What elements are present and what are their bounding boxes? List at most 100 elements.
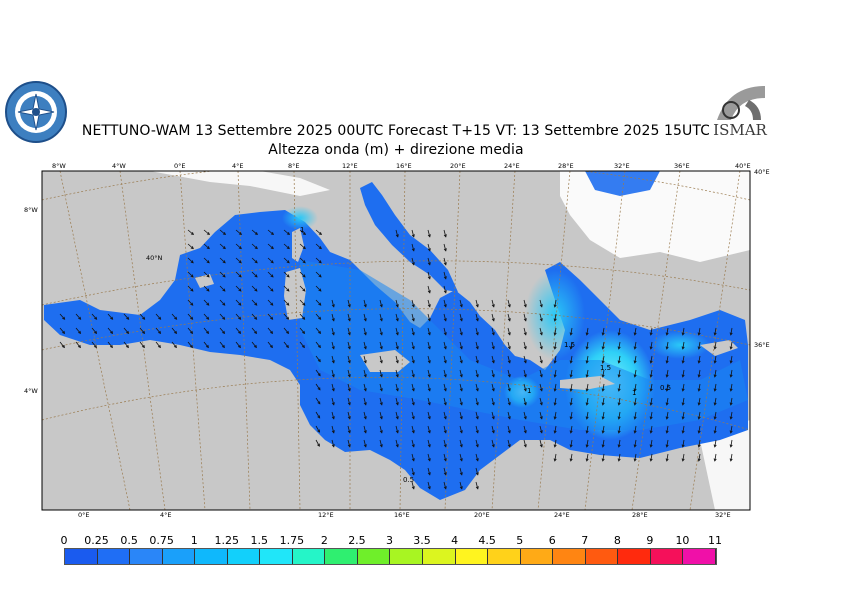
direction-arrow <box>491 411 495 419</box>
direction-arrow <box>315 299 322 306</box>
bottom-tick: 4°E <box>160 511 172 519</box>
direction-arrow <box>634 439 637 447</box>
direction-arrowhead <box>411 346 415 350</box>
direction-arrow <box>171 341 177 348</box>
direction-arrow <box>443 341 447 349</box>
direction-arrowhead <box>173 344 177 349</box>
direction-arrowhead <box>569 374 573 378</box>
direction-arrow <box>443 299 447 307</box>
direction-arrow <box>443 481 447 489</box>
direction-arrowhead <box>443 374 447 378</box>
direction-arrowhead <box>553 332 557 336</box>
direction-arrow <box>347 425 351 433</box>
direction-arrow <box>331 397 335 405</box>
direction-arrow <box>91 341 97 348</box>
direction-arrowhead <box>206 288 210 292</box>
direction-arrow <box>730 355 733 363</box>
direction-arrowhead <box>238 246 242 250</box>
direction-arrowhead <box>395 318 399 322</box>
colorbar-cell <box>650 549 684 564</box>
direction-arrow <box>682 439 685 447</box>
direction-arrow <box>698 453 701 461</box>
direction-arrowhead <box>553 360 557 364</box>
direction-arrow <box>523 383 527 391</box>
bottom-tick: 0°E <box>78 511 90 519</box>
direction-arrowhead <box>553 402 557 406</box>
direction-arrowhead <box>539 388 543 392</box>
direction-arrow <box>539 425 543 433</box>
direction-arrowhead <box>254 302 258 306</box>
direction-arrow <box>554 313 557 321</box>
direction-arrow <box>363 439 367 447</box>
direction-arrow <box>666 383 669 391</box>
direction-arrowhead <box>254 316 258 320</box>
direction-arrowhead <box>222 302 226 306</box>
direction-arrow <box>459 481 463 489</box>
colorbar-cell <box>553 549 586 564</box>
direction-arrow <box>507 313 511 321</box>
direction-arrowhead <box>77 344 81 349</box>
direction-arrow <box>475 411 479 419</box>
direction-arrow <box>554 439 557 447</box>
direction-arrow <box>459 341 463 349</box>
direction-arrow <box>714 369 717 377</box>
direction-arrow <box>730 453 733 461</box>
direction-arrowhead <box>617 332 621 336</box>
direction-arrow <box>459 327 463 335</box>
direction-arrow <box>586 369 589 377</box>
direction-arrow <box>634 327 637 335</box>
direction-arrowhead <box>539 374 543 378</box>
direction-arrowhead <box>585 346 589 350</box>
direction-arrowhead <box>238 288 242 292</box>
direction-arrow <box>363 313 367 321</box>
direction-arrow <box>507 383 511 391</box>
direction-arrowhead <box>317 373 321 377</box>
direction-arrow <box>443 369 447 377</box>
direction-arrowhead <box>443 346 447 350</box>
direction-arrowhead <box>443 360 447 364</box>
direction-arrow <box>618 453 621 461</box>
direction-arrowhead <box>491 304 495 308</box>
direction-arrowhead <box>443 472 447 476</box>
direction-arrowhead <box>379 374 383 378</box>
direction-arrow <box>315 369 321 376</box>
direction-arrowhead <box>491 318 495 322</box>
direction-arrowhead <box>443 234 447 238</box>
direction-arrowhead <box>523 360 527 364</box>
direction-arrow <box>730 425 733 433</box>
direction-arrowhead <box>206 274 210 278</box>
direction-arrow <box>618 425 621 433</box>
direction-arrow <box>235 229 242 235</box>
direction-arrowhead <box>681 360 685 364</box>
direction-arrow <box>411 355 415 363</box>
direction-arrowhead <box>475 430 479 434</box>
direction-arrow <box>682 355 685 363</box>
direction-arrow <box>203 299 210 306</box>
direction-arrowhead <box>665 430 669 434</box>
direction-arrowhead <box>539 360 543 364</box>
direction-arrowhead <box>713 458 717 462</box>
direction-arrow <box>570 411 573 419</box>
direction-arrow <box>395 355 399 363</box>
direction-arrow <box>443 453 447 461</box>
direction-arrowhead <box>110 330 114 334</box>
direction-arrow <box>650 341 653 349</box>
direction-arrowhead <box>363 444 367 448</box>
direction-arrow <box>554 327 557 335</box>
direction-arrow <box>379 355 383 363</box>
direction-arrowhead <box>379 430 383 434</box>
direction-arrow <box>75 341 81 348</box>
direction-arrowhead <box>254 246 258 250</box>
direction-arrowhead <box>222 274 226 278</box>
direction-arrowhead <box>633 388 637 392</box>
direction-arrow <box>427 229 431 237</box>
direction-arrowhead <box>254 232 259 236</box>
direction-arrow <box>507 411 511 419</box>
direction-arrowhead <box>649 458 653 462</box>
direction-arrow <box>251 327 257 334</box>
direction-arrow <box>618 411 621 419</box>
direction-arrowhead <box>507 318 511 322</box>
direction-arrowhead <box>318 330 322 334</box>
direction-arrowhead <box>539 430 543 434</box>
direction-arrow <box>634 355 637 363</box>
